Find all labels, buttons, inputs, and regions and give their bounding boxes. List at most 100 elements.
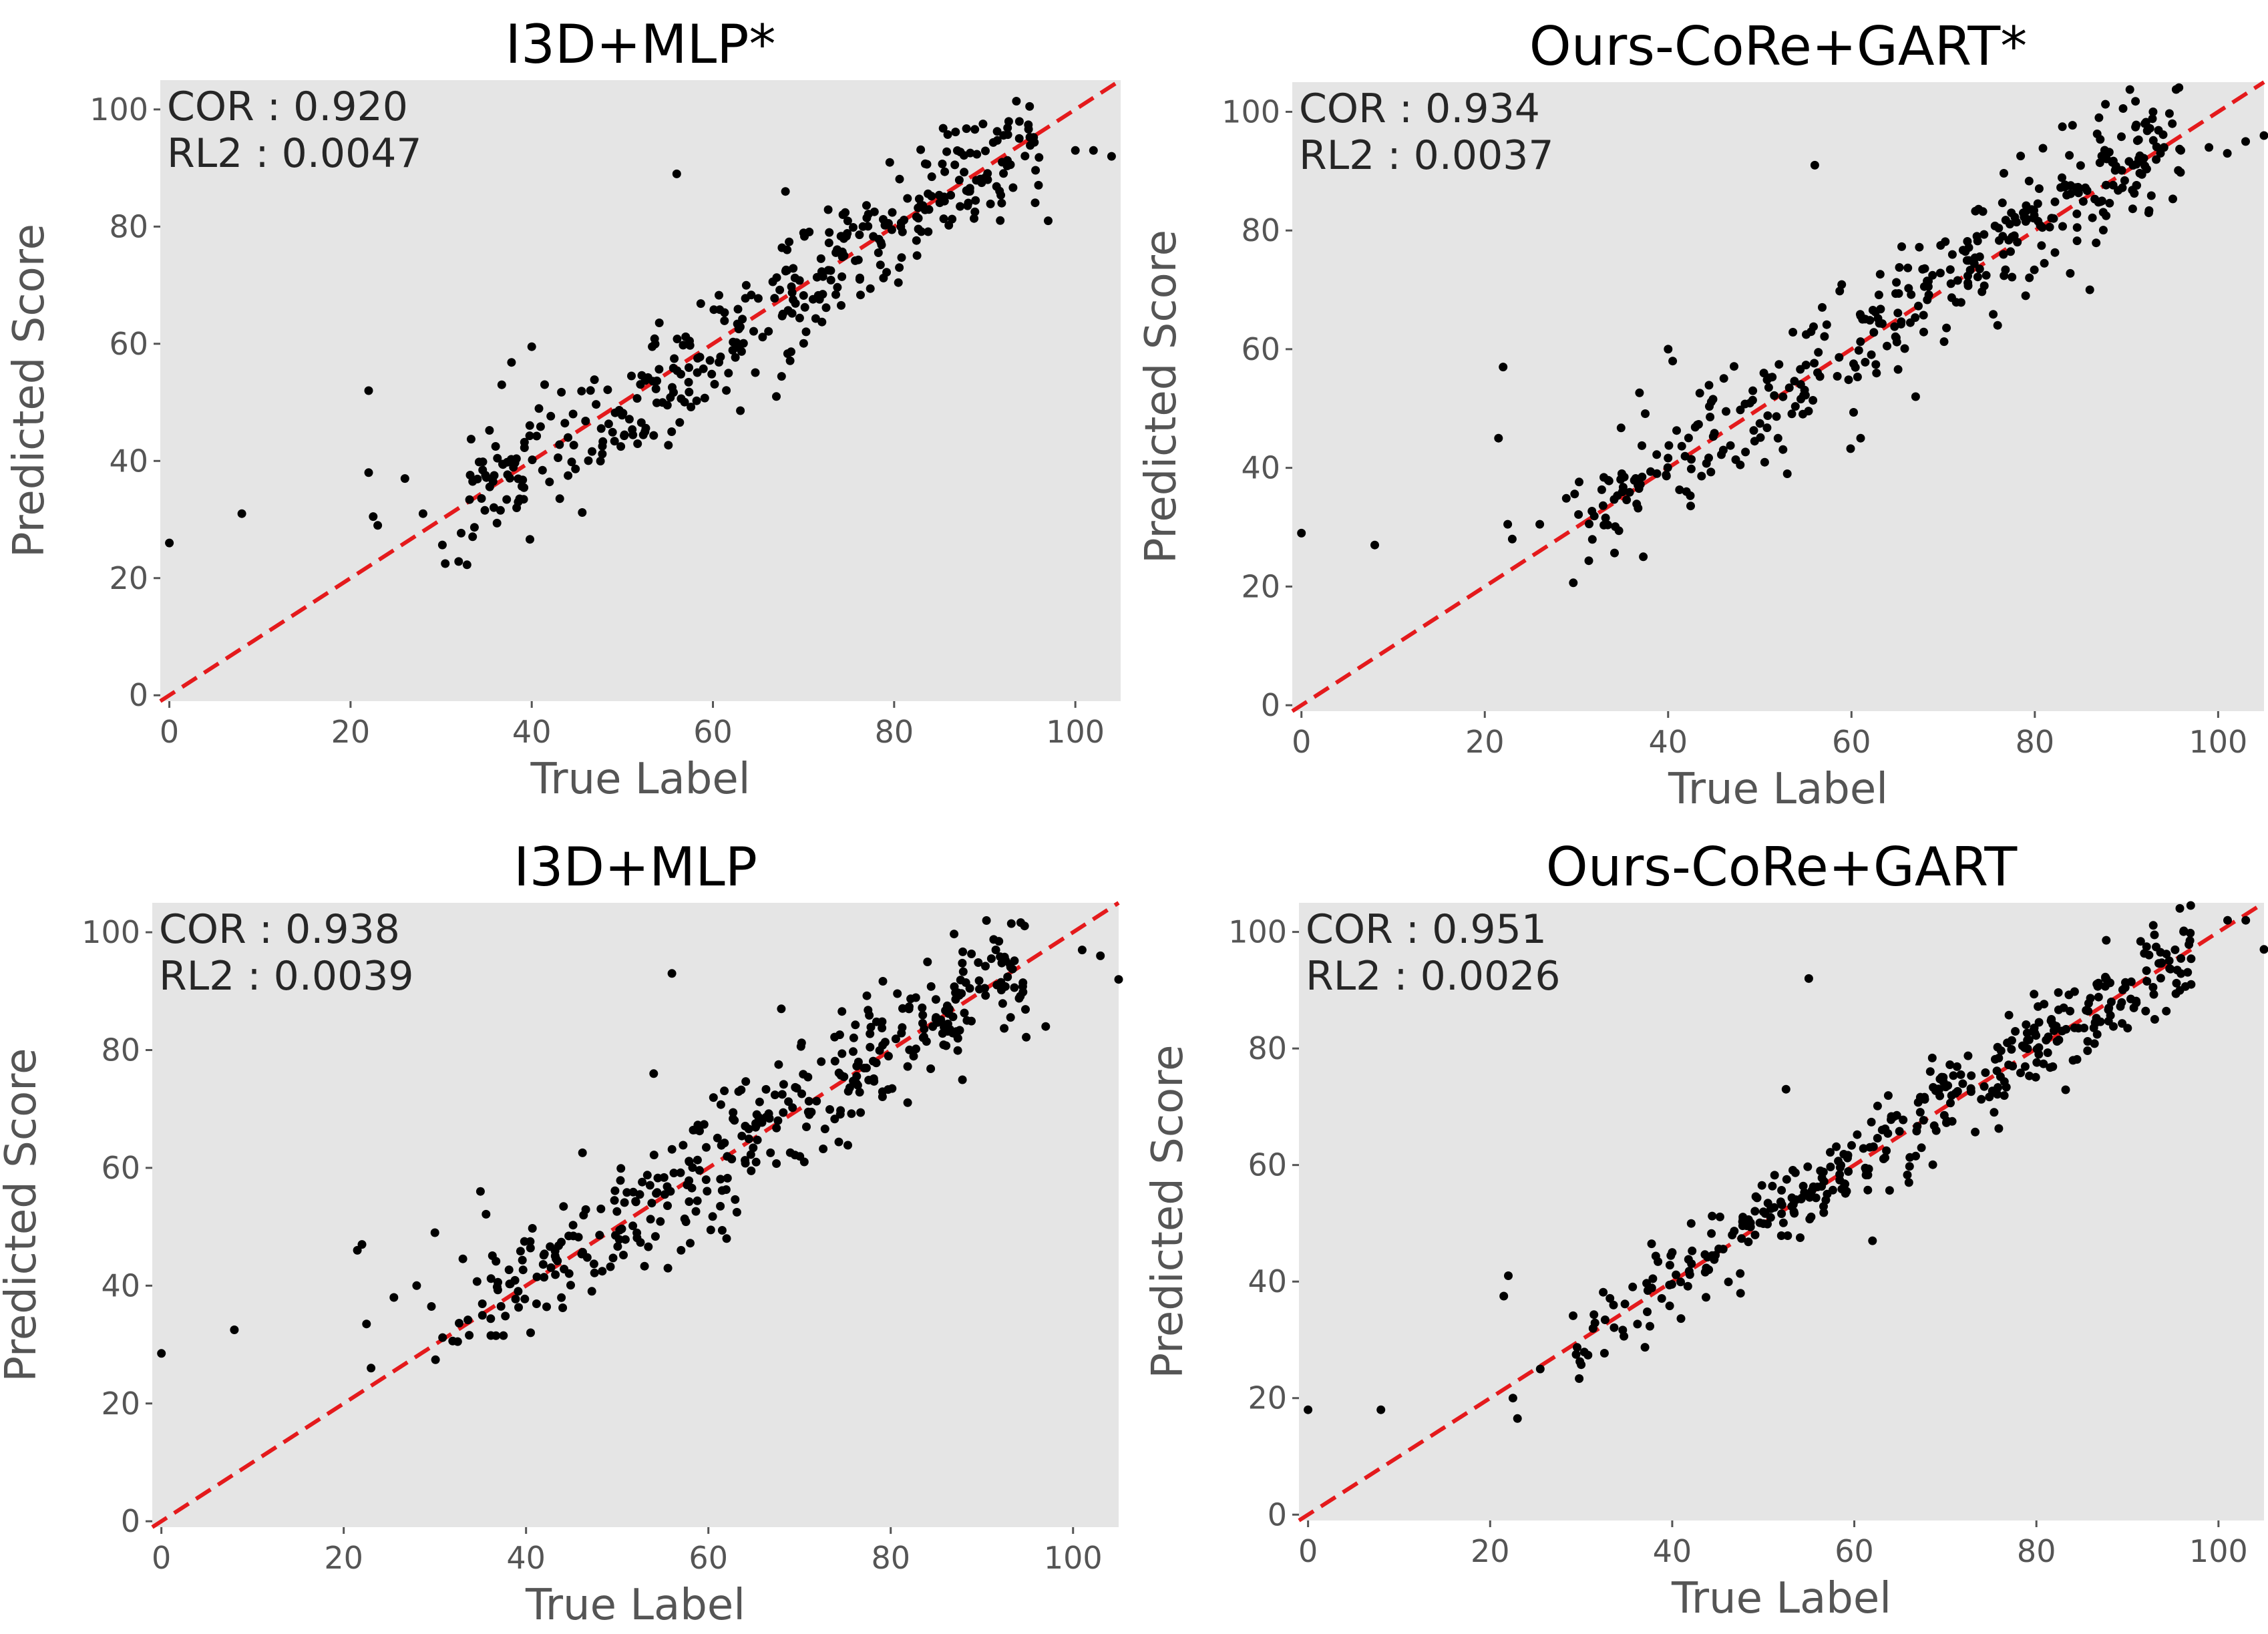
data-point — [367, 1364, 376, 1373]
data-point — [1935, 1091, 1945, 1100]
data-point — [555, 494, 564, 503]
data-point — [2090, 194, 2100, 204]
data-point — [801, 327, 811, 337]
y-tick-label: 60 — [1241, 331, 1280, 367]
data-point — [777, 1090, 787, 1099]
data-point — [720, 316, 729, 325]
data-point — [539, 1251, 548, 1260]
data-point — [1622, 495, 1632, 505]
y-tick-label: 20 — [101, 1386, 140, 1422]
data-point — [632, 1228, 642, 1237]
data-point — [1797, 1195, 1806, 1204]
data-point — [364, 468, 373, 477]
data-point — [950, 930, 959, 939]
data-point — [1915, 1108, 1925, 1117]
data-point — [824, 238, 833, 248]
data-point — [753, 294, 763, 303]
data-point — [2172, 978, 2181, 988]
data-point — [1973, 272, 1982, 282]
data-point — [1953, 276, 1962, 285]
data-point — [717, 1226, 727, 1235]
data-point — [938, 160, 947, 168]
data-point — [1895, 1127, 1904, 1136]
data-point — [1657, 1294, 1666, 1303]
data-point — [1832, 1142, 1841, 1151]
data-point — [849, 1047, 858, 1056]
data-point — [2129, 1003, 2138, 1012]
data-point — [1892, 278, 1901, 287]
data-point — [496, 1301, 506, 1311]
data-point — [2187, 980, 2196, 989]
data-point — [2148, 114, 2157, 124]
data-point — [799, 339, 808, 348]
data-point — [817, 1057, 826, 1066]
data-point — [618, 411, 626, 420]
data-point — [1021, 1005, 1030, 1014]
data-point — [803, 1072, 813, 1082]
data-point — [532, 1299, 541, 1308]
data-point — [1664, 345, 1673, 354]
data-point — [592, 400, 601, 409]
data-point — [1006, 962, 1015, 972]
data-point — [2125, 85, 2134, 94]
data-point — [864, 210, 873, 219]
y-tick-label: 60 — [1248, 1147, 1287, 1183]
data-point — [837, 1049, 847, 1058]
data-point — [2186, 901, 2195, 910]
data-point — [485, 482, 494, 491]
y-tick-label: 80 — [1241, 212, 1280, 248]
data-point — [525, 421, 534, 430]
data-point — [622, 1188, 632, 1197]
data-point — [2050, 197, 2060, 206]
data-point — [606, 1262, 615, 1271]
data-point — [998, 999, 1007, 1008]
data-point — [2101, 99, 2110, 109]
data-point — [540, 1273, 549, 1282]
data-point — [478, 1299, 487, 1308]
x-tick-label: 60 — [693, 714, 733, 750]
data-point — [2054, 1005, 2063, 1014]
data-point — [956, 202, 965, 211]
data-point — [2117, 998, 2126, 1007]
data-point — [494, 1277, 502, 1287]
data-point — [2088, 213, 2097, 222]
data-point — [499, 1331, 508, 1340]
data-point — [1665, 1301, 1674, 1311]
data-point — [1745, 399, 1754, 408]
data-point — [1941, 1082, 1950, 1092]
data-point — [837, 1007, 847, 1016]
data-point — [2016, 152, 2026, 161]
data-point — [777, 1004, 786, 1014]
data-point — [1904, 1178, 1913, 1187]
data-point — [1977, 1094, 1986, 1104]
data-point — [663, 1201, 672, 1211]
data-point — [1687, 1259, 1696, 1268]
data-point — [685, 387, 694, 397]
data-point — [1919, 1116, 1928, 1125]
data-point — [2144, 950, 2154, 960]
data-point — [679, 1141, 688, 1150]
data-point — [1664, 453, 1673, 463]
data-point — [943, 130, 952, 139]
data-point — [1891, 333, 1901, 343]
data-point — [923, 958, 932, 966]
data-point — [633, 439, 642, 448]
y-tick-label: 100 — [1228, 914, 1287, 950]
data-point — [791, 298, 800, 308]
data-point — [715, 290, 723, 300]
data-point — [646, 1215, 655, 1224]
data-point — [772, 1159, 781, 1168]
x-tick-label: 100 — [2189, 724, 2247, 760]
data-point — [2150, 930, 2159, 940]
data-point — [1958, 1079, 1967, 1088]
data-point — [1003, 972, 1012, 982]
data-point — [2039, 1059, 2048, 1068]
data-point — [997, 198, 1006, 208]
data-point — [758, 333, 767, 342]
data-point — [839, 1072, 849, 1081]
data-point — [2074, 1024, 2083, 1033]
data-point — [1003, 124, 1012, 132]
data-point — [1573, 1343, 1581, 1352]
data-point — [1883, 341, 1891, 351]
